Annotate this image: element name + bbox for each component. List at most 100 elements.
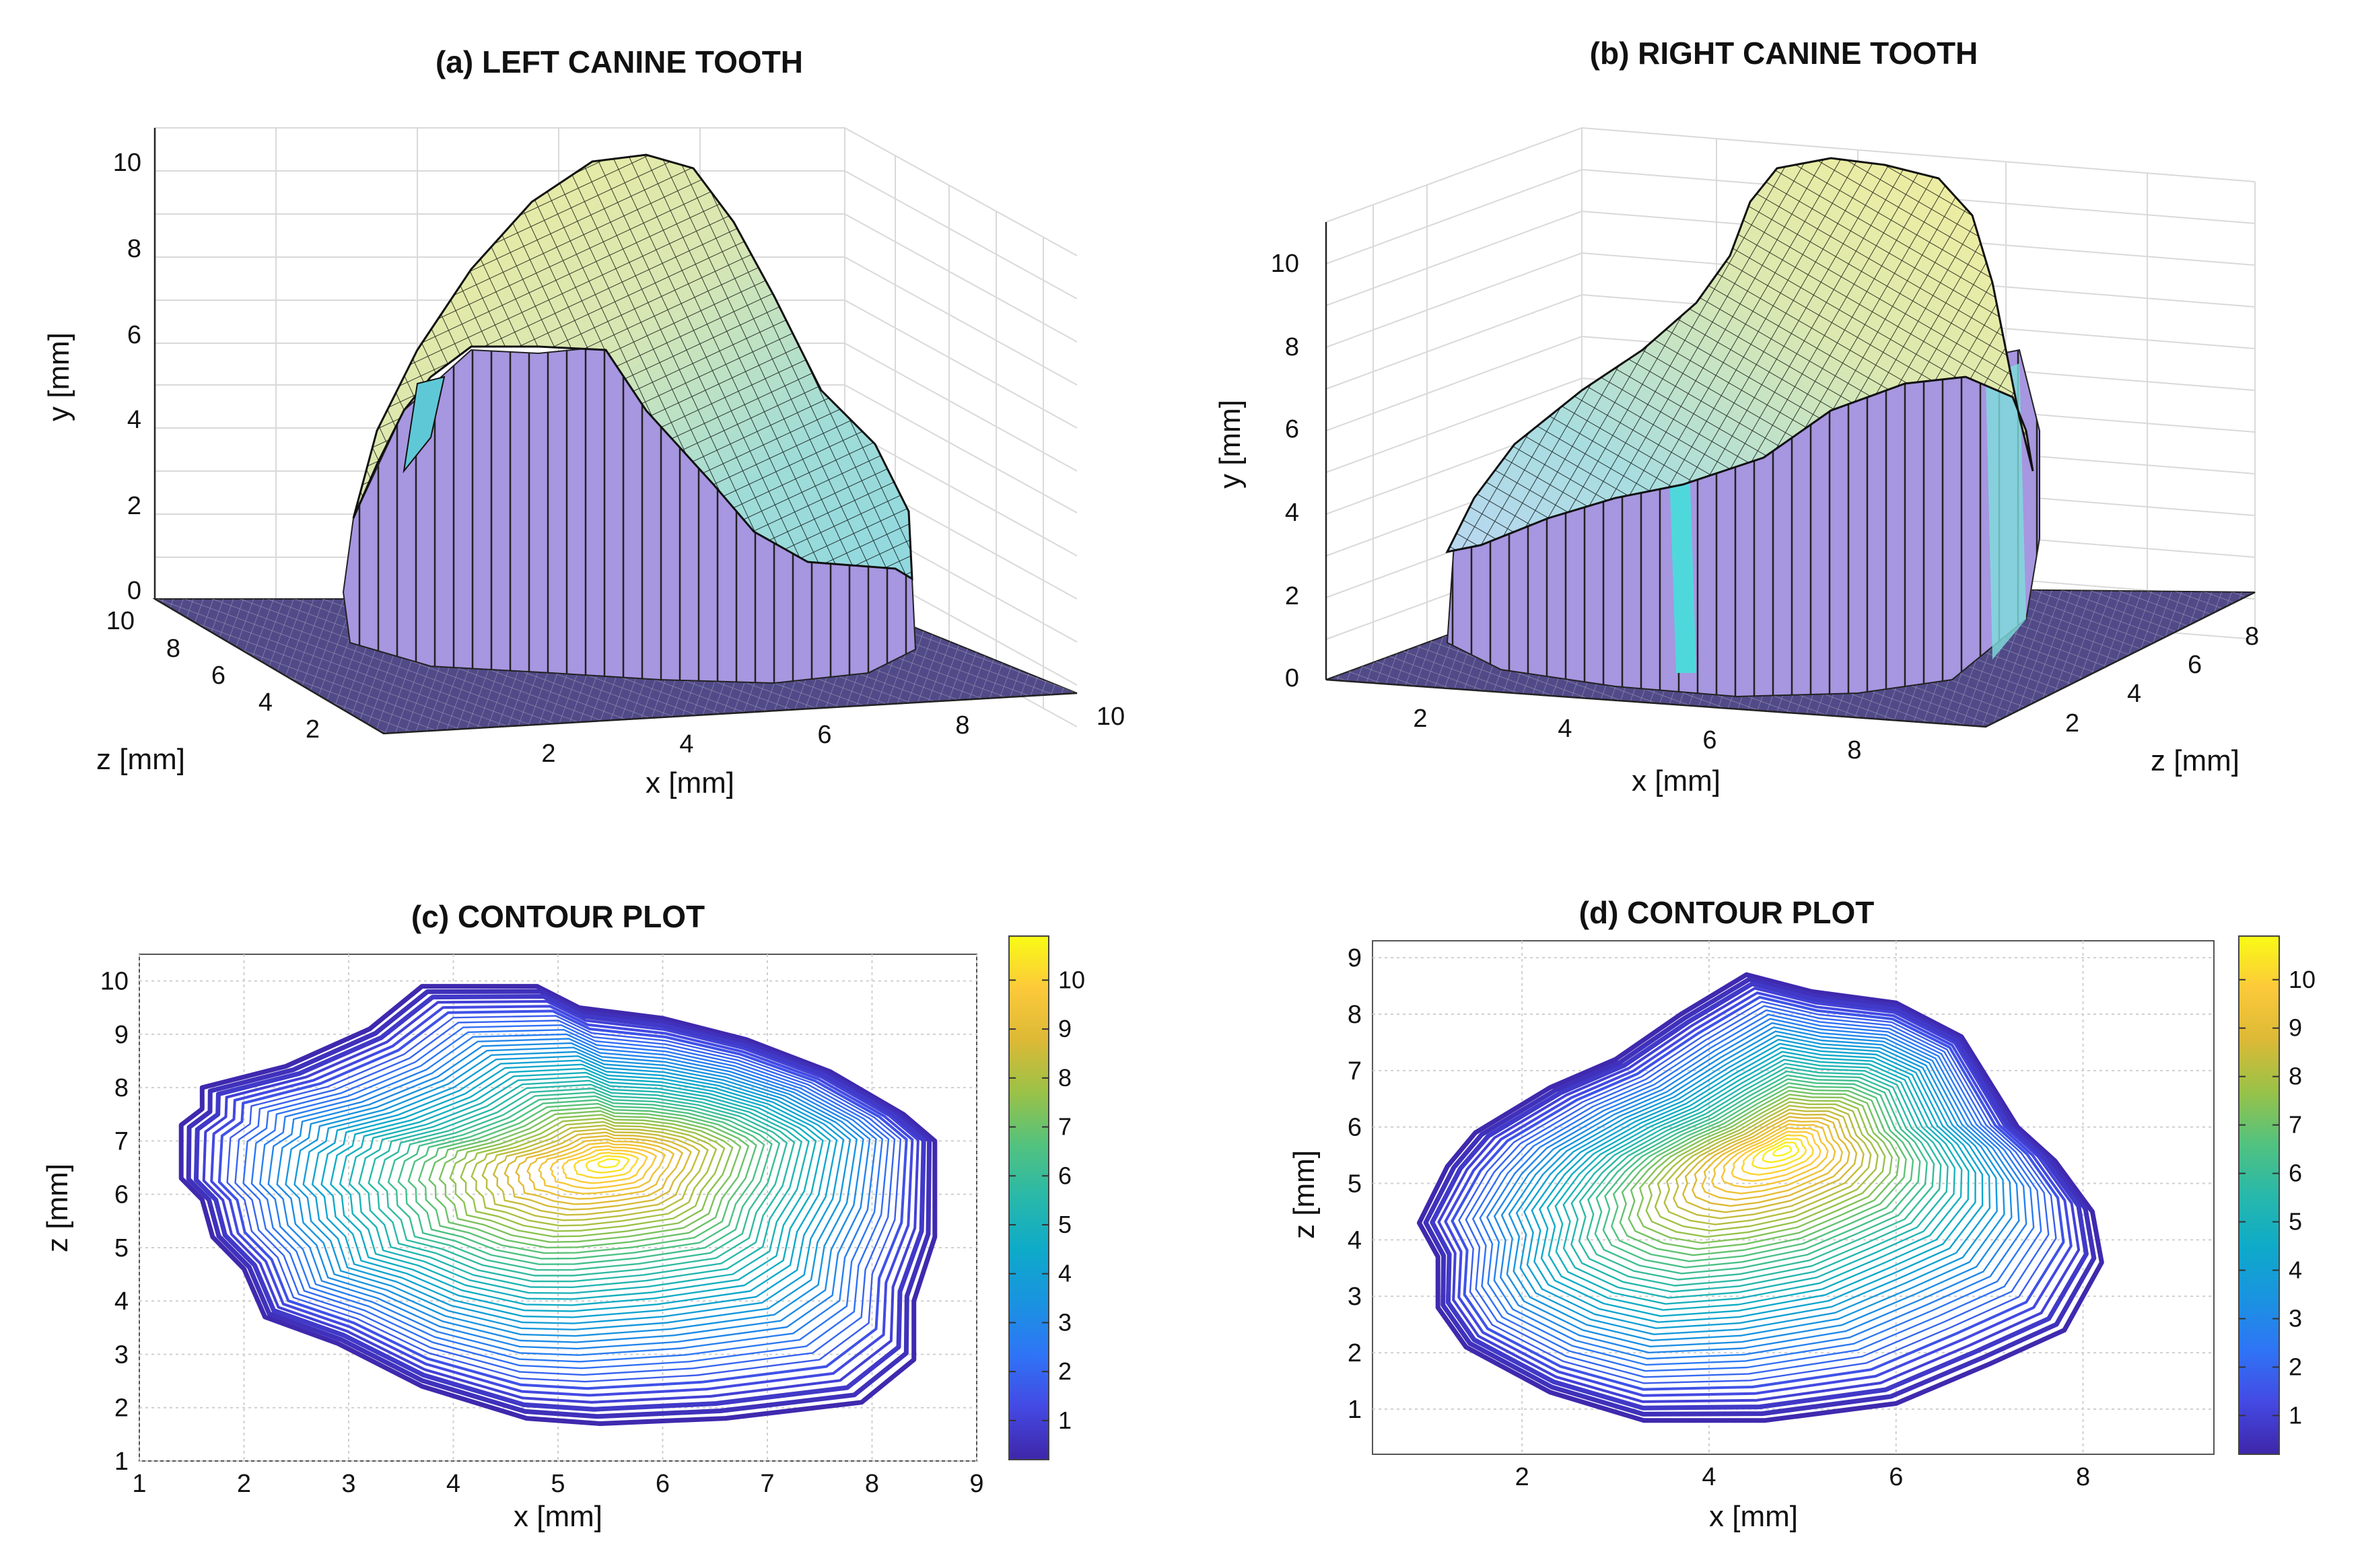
colorbar-tick-label: 6 bbox=[2289, 1160, 2302, 1187]
panel-c-colorbar bbox=[1008, 935, 1049, 1460]
y-tick-label: 8 bbox=[114, 1074, 129, 1102]
y-tick-label: 2 bbox=[114, 1394, 129, 1423]
contour-line bbox=[573, 1151, 639, 1179]
contour-line bbox=[242, 1024, 890, 1369]
x-tick-label: 4 bbox=[1702, 1463, 1716, 1491]
colorbar-tick-label: 9 bbox=[1058, 1015, 1072, 1042]
panel-b-ytick: 0 bbox=[1285, 664, 1299, 692]
x-tick-label: 3 bbox=[341, 1470, 355, 1498]
y-tick-label: 9 bbox=[1348, 944, 1362, 972]
contour-line bbox=[493, 1128, 701, 1216]
contour-line bbox=[1562, 1059, 1956, 1299]
contour-line bbox=[1762, 1141, 1800, 1164]
panel-a-axes bbox=[153, 128, 1078, 735]
contour-line bbox=[234, 1020, 896, 1376]
contour-line bbox=[202, 1000, 919, 1404]
contour-line bbox=[330, 1067, 824, 1306]
contour-line bbox=[378, 1088, 788, 1277]
panel-c-colorbar-ticks: 1 2 3 4 5 6 7 8 9 10 bbox=[1009, 966, 1085, 1434]
contour-line bbox=[1636, 1094, 1893, 1244]
contour-line bbox=[549, 1145, 657, 1190]
colorbar-tick-label: 4 bbox=[2289, 1256, 2302, 1284]
contour-line bbox=[1701, 1119, 1843, 1201]
panel-a-title: (a) LEFT CANINE TOOTH bbox=[436, 44, 803, 79]
panel-a-ztick: 10 bbox=[106, 607, 135, 635]
panel-b-xlabel: x [mm] bbox=[1632, 764, 1721, 797]
contour-line bbox=[250, 1028, 884, 1363]
contour-line bbox=[538, 1141, 666, 1195]
panel-b-ytick: 2 bbox=[1285, 582, 1299, 610]
panel-b-axes bbox=[1325, 222, 2256, 728]
contour-line bbox=[460, 1117, 726, 1232]
contour-line bbox=[1654, 1101, 1879, 1232]
panel-a-z-ticks: 10 8 6 4 2 bbox=[106, 607, 320, 744]
x-tick-label: 7 bbox=[760, 1470, 774, 1498]
contour-line bbox=[1444, 991, 2073, 1397]
x-tick-label: 8 bbox=[2076, 1463, 2090, 1491]
panel-a-ytick: 4 bbox=[127, 406, 141, 434]
panel-b-right-canine-surface: (b) RIGHT CANINE TOOTH bbox=[1214, 36, 2259, 797]
panel-d-contour-lines bbox=[1416, 972, 2104, 1423]
contour-line bbox=[302, 1055, 845, 1324]
colorbar-tick-label: 1 bbox=[1058, 1406, 1072, 1434]
contour-line bbox=[1710, 1123, 1836, 1195]
colorbar-tick-label: 6 bbox=[1058, 1162, 1072, 1189]
contour-line bbox=[178, 984, 938, 1426]
contour-line bbox=[397, 1095, 773, 1265]
contour-line bbox=[368, 1083, 796, 1283]
contour-line bbox=[186, 989, 932, 1419]
panel-d-colorbar-ticks: 1 2 3 4 5 6 7 8 9 10 bbox=[2239, 966, 2316, 1429]
contour-line bbox=[1546, 1050, 1970, 1311]
contour-line bbox=[1430, 981, 2089, 1411]
contour-line bbox=[515, 1135, 683, 1205]
contour-line bbox=[597, 1158, 621, 1169]
panel-d-x-ticks: 2 4 6 8 bbox=[1515, 1463, 2090, 1491]
contour-line bbox=[1721, 1127, 1829, 1188]
contour-line bbox=[1465, 1005, 2050, 1378]
colorbar-tick-label: 10 bbox=[2289, 966, 2316, 993]
contour-line bbox=[428, 1106, 750, 1249]
y-tick-label: 4 bbox=[114, 1287, 129, 1316]
panel-c-xlabel: x [mm] bbox=[514, 1500, 602, 1533]
panel-b-zlabel: z [mm] bbox=[2151, 744, 2239, 777]
panel-a-ylabel: y [mm] bbox=[42, 332, 75, 421]
contour-line bbox=[293, 1050, 852, 1331]
contour-line bbox=[1741, 1134, 1814, 1176]
panel-c-contour-lines bbox=[178, 984, 938, 1426]
panel-a-ytick: 0 bbox=[127, 577, 141, 605]
colorbar-tick-label: 3 bbox=[1058, 1308, 1072, 1336]
panel-a-ytick: 2 bbox=[127, 492, 141, 520]
contour-line bbox=[1663, 1104, 1872, 1225]
colorbar-tick-label: 2 bbox=[1058, 1357, 1072, 1385]
panel-b-y-ticks: 0 2 4 6 8 10 bbox=[1271, 250, 1299, 692]
panel-d-contour-right: (d) CONTOUR PLOT 2 4 6 8 1 2 3 4 5 6 7 8 9 x [mm] z… bbox=[1288, 895, 2316, 1533]
contour-line bbox=[1554, 1055, 1963, 1305]
panel-b-ytick: 10 bbox=[1271, 250, 1299, 278]
panel-c-contour-left: (c) CONTOUR PLOT 1 2 3 4 5 6 7 8 9 1 2 3 4 5 6 7 8 9 10 x… bbox=[41, 899, 1085, 1533]
colorbar-tick-label: 5 bbox=[1058, 1211, 1072, 1238]
panel-b-ztick: 8 bbox=[2245, 622, 2259, 651]
contour-line bbox=[1751, 1137, 1807, 1170]
panel-b-ytick: 4 bbox=[1285, 499, 1299, 527]
panel-b-ylabel: y [mm] bbox=[1214, 400, 1247, 489]
panel-b-ztick: 2 bbox=[2065, 709, 2079, 738]
contour-line bbox=[1523, 1038, 1991, 1329]
contour-line bbox=[1500, 1026, 2013, 1348]
contour-line bbox=[387, 1091, 781, 1271]
x-tick-label: 2 bbox=[237, 1470, 251, 1498]
contour-line bbox=[1570, 1063, 1949, 1293]
panel-b-z-ticks: 2 4 6 8 bbox=[2065, 622, 2259, 738]
panel-a-left-canine-surface: (a) LEFT CANINE TOOTH bbox=[42, 44, 1125, 799]
panel-a-zlabel: z [mm] bbox=[96, 743, 185, 776]
contour-line bbox=[1437, 987, 2081, 1403]
contour-line bbox=[1619, 1085, 1907, 1256]
contour-line bbox=[349, 1075, 810, 1294]
contour-line bbox=[417, 1102, 757, 1254]
contour-line bbox=[210, 1005, 914, 1397]
x-tick-label: 2 bbox=[1515, 1463, 1529, 1491]
contour-line bbox=[339, 1071, 817, 1300]
y-tick-label: 10 bbox=[100, 968, 129, 996]
contour-line bbox=[226, 1015, 902, 1383]
contour-line bbox=[1594, 1074, 1928, 1275]
